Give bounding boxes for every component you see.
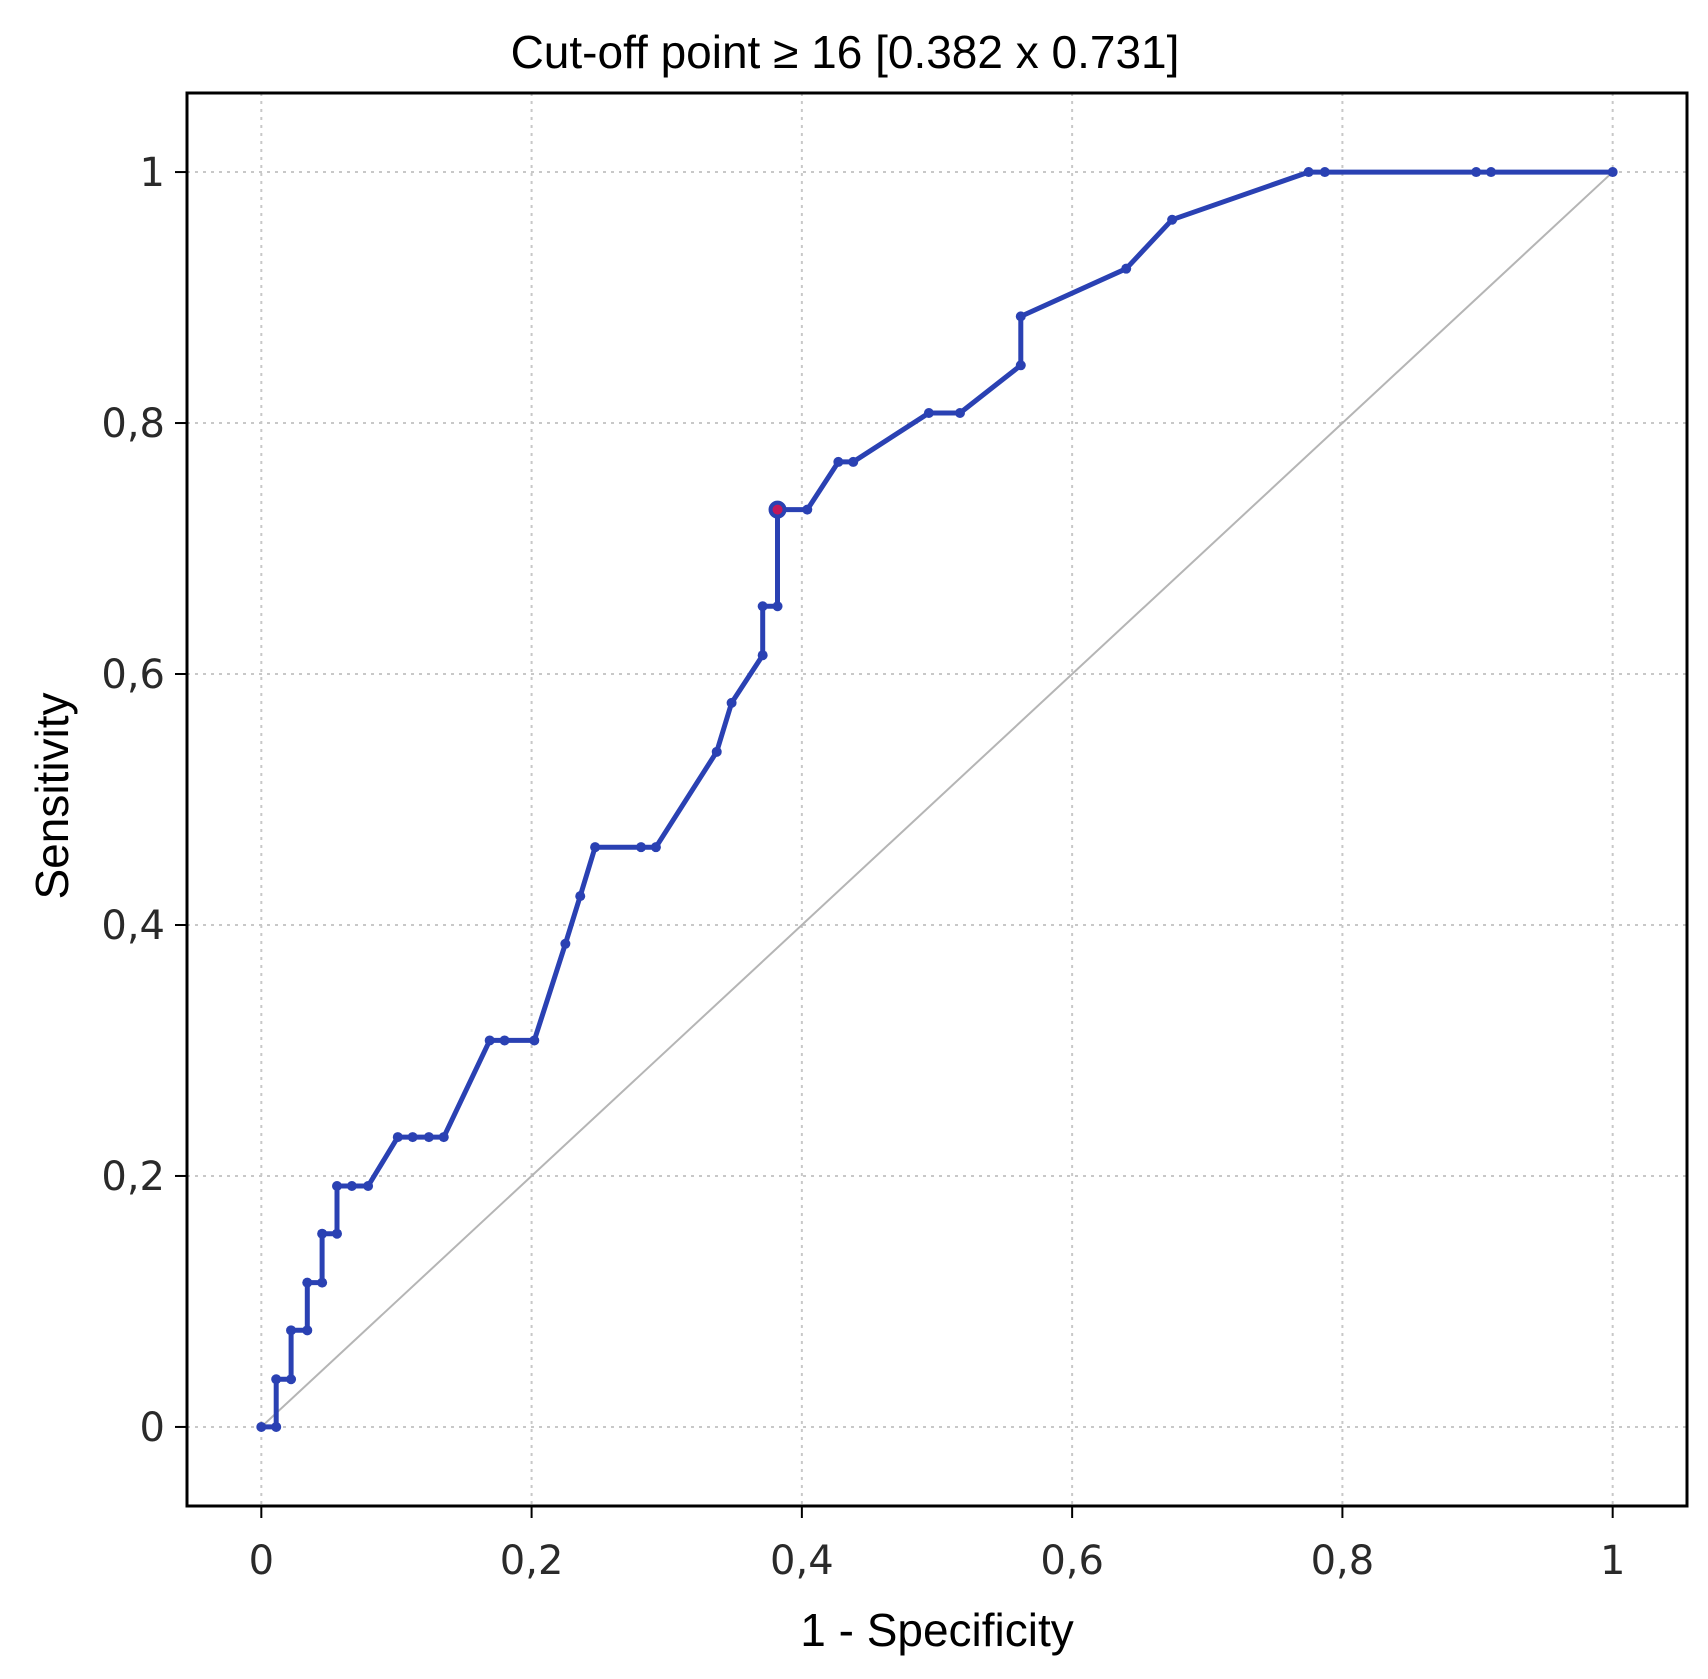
roc-point — [302, 1325, 313, 1336]
x-tick-label: 0 — [249, 1538, 274, 1584]
roc-point — [332, 1181, 342, 1192]
x-axis-label: 1 - Specificity — [800, 1604, 1074, 1656]
roc-point — [848, 456, 859, 467]
roc-point — [363, 1181, 374, 1192]
roc-point — [560, 938, 571, 949]
roc-point — [954, 407, 965, 418]
y-tick-label: 0 — [140, 1405, 165, 1451]
roc-point — [650, 842, 661, 853]
roc-point — [271, 1374, 282, 1385]
roc-point — [346, 1181, 357, 1192]
roc-point — [757, 650, 768, 661]
roc-point — [407, 1132, 418, 1143]
roc-point — [423, 1132, 434, 1143]
roc-point — [286, 1374, 297, 1385]
roc-point — [923, 407, 934, 418]
x-axis-ticks: 0 0,2 0,4 0,6 0,8 1 — [249, 1506, 1625, 1584]
roc-points — [256, 167, 1618, 1432]
roc-point — [590, 842, 601, 853]
roc-point — [1167, 214, 1178, 225]
roc-point — [271, 1421, 282, 1432]
y-axis-label: Sensitivity — [26, 692, 78, 899]
x-tick-label: 0,4 — [770, 1538, 834, 1584]
roc-point — [1015, 360, 1026, 371]
y-tick-label: 0,2 — [101, 1154, 165, 1200]
x-tick-label: 0,2 — [500, 1538, 564, 1584]
roc-point — [757, 601, 768, 612]
y-tick-label: 0,8 — [101, 401, 165, 447]
roc-point — [529, 1035, 540, 1046]
x-tick-label: 1 — [1600, 1538, 1625, 1584]
y-tick-label: 1 — [140, 150, 165, 196]
cutoff-point — [768, 500, 787, 519]
reference-diagonal — [260, 171, 1614, 1428]
roc-point — [833, 456, 844, 467]
x-tick-label: 0,8 — [1311, 1538, 1375, 1584]
roc-point — [286, 1325, 297, 1336]
y-tick-label: 0,6 — [101, 652, 165, 698]
roc-point — [317, 1228, 328, 1239]
roc-point — [1607, 167, 1618, 178]
roc-point — [499, 1035, 510, 1046]
roc-point — [392, 1132, 403, 1143]
x-gridlines — [260, 93, 1614, 1506]
roc-point — [575, 891, 586, 902]
roc-point — [438, 1132, 449, 1143]
roc-point — [1121, 263, 1132, 274]
roc-point — [256, 1421, 267, 1432]
roc-point — [1319, 167, 1330, 178]
roc-point — [726, 697, 737, 708]
plot-frame — [185, 91, 1689, 1508]
roc-point — [484, 1035, 495, 1046]
roc-point — [711, 746, 722, 757]
roc-point — [772, 601, 783, 612]
roc-point — [317, 1277, 328, 1288]
y-axis-ticks: 0 0,2 0,4 0,6 0,8 1 — [101, 150, 187, 1451]
roc-point — [802, 504, 813, 515]
roc-point — [302, 1277, 313, 1288]
roc-point — [1486, 167, 1497, 178]
roc-point — [1015, 311, 1026, 322]
roc-point — [636, 842, 647, 853]
x-tick-label: 0,6 — [1040, 1538, 1104, 1584]
roc-point — [332, 1228, 342, 1239]
roc-point — [1471, 167, 1482, 178]
chart-title: Cut-off point ≥ 16 [0.382 x 0.731] — [511, 26, 1180, 78]
y-tick-label: 0,4 — [101, 903, 165, 949]
roc-point — [1303, 167, 1314, 178]
